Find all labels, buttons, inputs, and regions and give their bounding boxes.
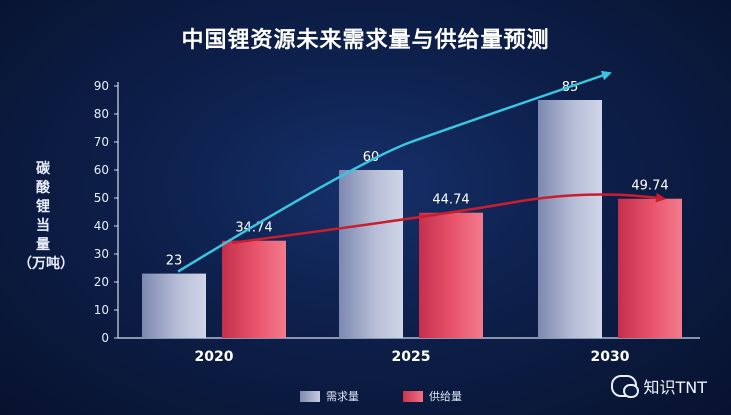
legend: 需求量 供给量 [300, 388, 462, 404]
legend-item-supply: 供给量 [403, 388, 462, 404]
watermark: 知识TNT [611, 374, 707, 398]
y-tick-label: 70 [94, 135, 109, 149]
y-axis-label: 碳 酸 锂 当 量 （万吨） [18, 161, 74, 272]
supply-trend-arrow [231, 192, 666, 244]
x-tick-label: 2030 [591, 349, 630, 365]
y-tick-label: 40 [94, 219, 109, 233]
watermark-text: 知识TNT [643, 378, 707, 397]
y-tick-label: 80 [94, 107, 109, 121]
data-label: 23 [166, 254, 183, 269]
x-tick-label: 2020 [195, 349, 234, 365]
x-tick-label: 2025 [392, 349, 431, 365]
legend-item-demand: 需求量 [300, 388, 359, 404]
bar-supply [618, 198, 682, 338]
chart-title: 中国锂资源未来需求量与供给量预测 [181, 28, 550, 53]
bar-demand [339, 170, 403, 338]
y-tick-label: 50 [94, 191, 109, 205]
y-tick-label: 20 [94, 275, 109, 289]
y-tick-label: 0 [101, 331, 109, 345]
demand-trend-arrow [177, 70, 612, 273]
y-tick-label: 60 [94, 163, 109, 177]
legend-swatch-demand [300, 390, 320, 402]
bar-supply [419, 212, 483, 338]
bar-demand [538, 100, 602, 338]
y-tick-label: 30 [94, 247, 109, 261]
bar-supply [222, 240, 286, 338]
y-tick-label: 90 [94, 79, 109, 93]
legend-swatch-supply [403, 390, 423, 402]
legend-label-supply: 供给量 [429, 390, 462, 403]
y-tick-label: 10 [94, 303, 109, 317]
data-label: 49.74 [631, 179, 668, 194]
bar-demand [142, 273, 206, 338]
data-label: 44.74 [432, 193, 469, 208]
wechat-icon [611, 375, 640, 398]
legend-label-demand: 需求量 [326, 390, 359, 403]
